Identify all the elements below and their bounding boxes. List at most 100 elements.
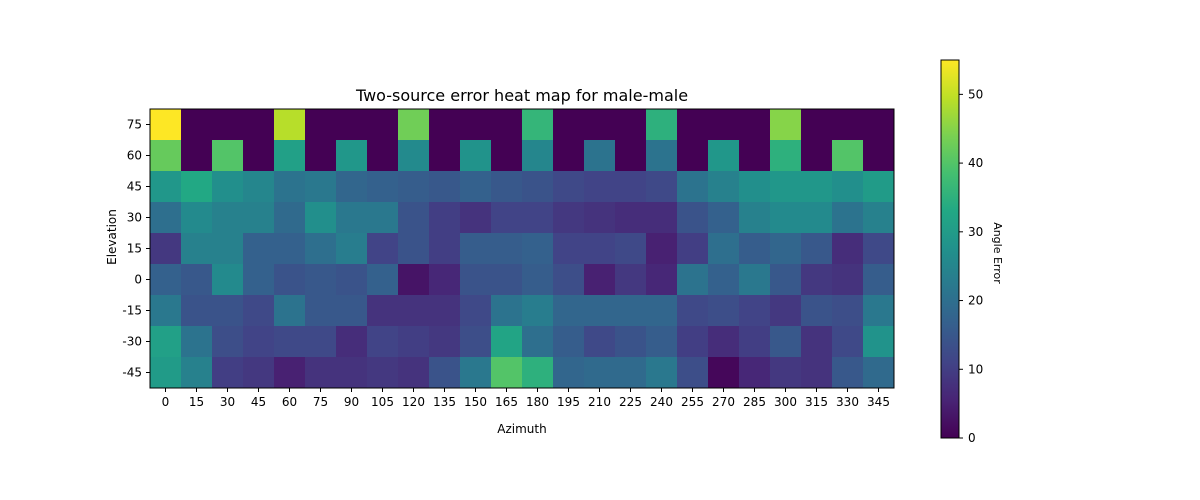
heatmap-cell bbox=[336, 295, 368, 327]
heatmap-cell bbox=[212, 233, 244, 265]
heatmap-cell bbox=[708, 109, 740, 141]
heatmap-cell bbox=[553, 326, 585, 358]
heatmap-cell bbox=[615, 140, 647, 172]
heatmap-cell bbox=[739, 233, 771, 265]
heatmap-cell bbox=[150, 295, 182, 327]
x-axis-ticks: 0 15 30 45 60 75 90 105 120 135 150 165 180 195 210 225… bbox=[162, 388, 890, 409]
heatmap-cell bbox=[398, 357, 430, 389]
colorbar-ticks: 0 10 20 30 40 50 bbox=[959, 87, 983, 445]
heatmap-cell bbox=[429, 326, 461, 358]
heatmap-cell bbox=[522, 109, 554, 141]
x-tick-label: 135 bbox=[433, 395, 456, 409]
heatmap-cell bbox=[770, 202, 802, 234]
heatmap-cell bbox=[460, 171, 492, 203]
heatmap-cell bbox=[863, 233, 895, 265]
heatmap-cell bbox=[305, 264, 337, 296]
x-tick-label: 30 bbox=[220, 395, 235, 409]
heatmap-cell bbox=[553, 109, 585, 141]
heatmap-cell bbox=[305, 171, 337, 203]
heatmap-cell bbox=[491, 202, 523, 234]
heatmap-cell bbox=[305, 233, 337, 265]
heatmap-cell bbox=[553, 202, 585, 234]
heatmap-cell bbox=[212, 202, 244, 234]
heatmap-cell bbox=[522, 357, 554, 389]
heatmap-cell bbox=[429, 295, 461, 327]
heatmap-cell bbox=[150, 233, 182, 265]
heatmap-cell bbox=[367, 264, 399, 296]
heatmap-cell bbox=[336, 171, 368, 203]
heatmap-cell bbox=[770, 233, 802, 265]
heatmap-cell bbox=[460, 202, 492, 234]
heatmap-cell bbox=[243, 295, 275, 327]
heatmap-cell bbox=[615, 202, 647, 234]
heatmap-cell bbox=[584, 295, 616, 327]
heatmap-cell bbox=[708, 264, 740, 296]
heatmap-cell bbox=[336, 264, 368, 296]
heatmap-cell bbox=[677, 109, 709, 141]
heatmap-cell bbox=[243, 326, 275, 358]
heatmap-cell bbox=[181, 140, 213, 172]
heatmap-cell bbox=[305, 357, 337, 389]
heatmap-cell bbox=[243, 233, 275, 265]
heatmap-cell bbox=[553, 357, 585, 389]
heatmap-cell bbox=[398, 264, 430, 296]
heatmap-cell bbox=[305, 109, 337, 141]
heatmap-cell bbox=[708, 233, 740, 265]
heatmap-cell bbox=[770, 326, 802, 358]
heatmap-cell bbox=[646, 233, 678, 265]
x-tick-label: 45 bbox=[251, 395, 266, 409]
heatmap-cell bbox=[460, 140, 492, 172]
x-axis-label: Azimuth bbox=[497, 422, 546, 436]
colorbar-tick-label: 0 bbox=[968, 431, 976, 445]
heatmap-cell bbox=[429, 171, 461, 203]
heatmap-cell bbox=[243, 171, 275, 203]
heatmap-cell bbox=[677, 171, 709, 203]
heatmap-cell bbox=[708, 171, 740, 203]
heatmap-cell bbox=[274, 357, 306, 389]
heatmap-cell bbox=[398, 109, 430, 141]
x-tick-label: 60 bbox=[282, 395, 297, 409]
heatmap-cell bbox=[832, 357, 864, 389]
heatmap-cell bbox=[460, 357, 492, 389]
heatmap-cell bbox=[305, 295, 337, 327]
heatmap-cell bbox=[212, 140, 244, 172]
x-tick-label: 120 bbox=[402, 395, 425, 409]
heatmap-cell bbox=[863, 171, 895, 203]
heatmap-cell bbox=[367, 202, 399, 234]
colorbar-tick-label: 30 bbox=[968, 225, 983, 239]
heatmap-cell bbox=[832, 202, 864, 234]
heatmap-cell bbox=[522, 326, 554, 358]
heatmap-cell bbox=[460, 233, 492, 265]
heatmap-cell bbox=[863, 326, 895, 358]
heatmap-cell bbox=[708, 295, 740, 327]
heatmap-cell bbox=[460, 109, 492, 141]
x-tick-label: 165 bbox=[495, 395, 518, 409]
heatmap-cell bbox=[398, 140, 430, 172]
colorbar-tick-label: 10 bbox=[968, 362, 983, 376]
heatmap-cell bbox=[615, 357, 647, 389]
heatmap-cell bbox=[615, 109, 647, 141]
heatmap-cell bbox=[677, 357, 709, 389]
y-tick-label: 45 bbox=[127, 180, 142, 194]
heatmap-cell bbox=[522, 171, 554, 203]
heatmap-cell bbox=[336, 357, 368, 389]
colorbar-label: Angle Error bbox=[991, 222, 1004, 284]
heatmap-cell bbox=[770, 264, 802, 296]
heatmap-cell bbox=[212, 357, 244, 389]
colorbar-tick-label: 40 bbox=[968, 156, 983, 170]
heatmap-cell bbox=[522, 202, 554, 234]
heatmap-cell bbox=[429, 202, 461, 234]
heatmap-cell bbox=[739, 326, 771, 358]
heatmap-cell bbox=[677, 295, 709, 327]
heatmap-cell bbox=[212, 264, 244, 296]
heatmap-cell bbox=[615, 326, 647, 358]
heatmap-cell bbox=[181, 326, 213, 358]
heatmap-cell bbox=[212, 171, 244, 203]
heatmap-cell bbox=[243, 140, 275, 172]
heatmap-cell bbox=[274, 140, 306, 172]
heatmap-cell bbox=[181, 264, 213, 296]
x-tick-label: 75 bbox=[313, 395, 328, 409]
heatmap-cell bbox=[460, 295, 492, 327]
heatmap-cell bbox=[646, 202, 678, 234]
